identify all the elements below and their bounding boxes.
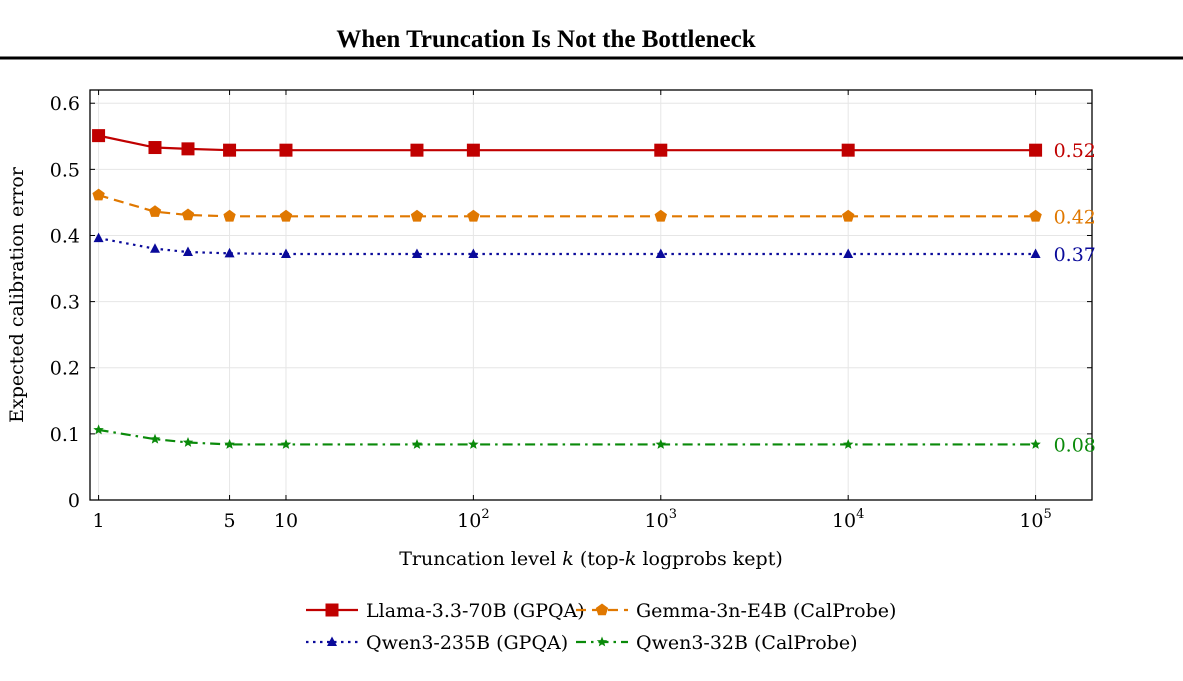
data-point: [655, 439, 666, 449]
data-point: [280, 248, 291, 258]
y-tick-label: 0.2: [50, 358, 80, 380]
chart-title: When Truncation Is Not the Bottleneck: [336, 26, 755, 53]
end-value-label: 0.52: [1054, 140, 1096, 162]
legend-swatch-marker: [325, 603, 339, 617]
data-point: [1030, 439, 1041, 449]
y-tick-label: 0.3: [50, 292, 80, 314]
series-line: [98, 134, 1036, 152]
data-point: [149, 433, 161, 444]
series-line: [98, 428, 1036, 446]
data-point: [843, 439, 854, 449]
data-point: [411, 248, 422, 258]
legend-item: Gemma-3n-E4B (CalProbe): [576, 600, 896, 622]
x-tick-label: 105: [1019, 507, 1051, 532]
legend-swatch-marker: [596, 636, 608, 647]
y-axis-label: Expected calibration error: [6, 166, 28, 423]
x-tick-label: 103: [645, 507, 677, 532]
data-point: [92, 188, 105, 201]
y-tick-label: 0: [68, 490, 80, 512]
data-point: [466, 143, 480, 157]
data-point: [279, 143, 293, 157]
data-point: [1030, 248, 1041, 258]
data-point: [148, 205, 162, 217]
plot-area: 1 5 10 102 103 104 105 0 0.1 0.2 0.3 0.4 0.5 0.6 Trunc…: [6, 89, 1096, 654]
x-axis-label: Truncation level k (top-k logprobs kept): [399, 548, 783, 570]
series-3: 0.08: [93, 424, 1096, 456]
data-point: [181, 142, 195, 156]
legend-item: Qwen3-32B (CalProbe): [576, 632, 858, 654]
data-point: [842, 209, 855, 222]
data-point: [654, 143, 668, 157]
x-tick-label: 5: [224, 510, 236, 532]
legend-label: Qwen3-235B (GPQA): [366, 632, 568, 654]
end-value-label: 0.08: [1054, 434, 1096, 456]
y-tick-label: 0.5: [50, 159, 80, 181]
x-tick-label: 102: [457, 507, 489, 532]
data-point: [841, 143, 855, 157]
x-tick-label: 104: [832, 507, 864, 532]
data-point: [843, 248, 854, 258]
data-point: [468, 439, 479, 449]
data-point: [410, 209, 424, 222]
legend-item: Llama-3.3-70B (GPQA): [306, 600, 585, 622]
x-tick-label: 1: [93, 510, 105, 532]
data-point: [280, 439, 292, 449]
series-line: [98, 237, 1036, 256]
x-tick-label: 10: [274, 510, 298, 532]
legend-swatch-marker: [595, 603, 609, 616]
series-line: [98, 194, 1036, 218]
data-point: [181, 208, 195, 221]
data-point: [148, 141, 162, 155]
data-point: [1029, 209, 1042, 222]
data-point: [92, 129, 106, 143]
plot-frame: [89, 89, 1093, 501]
data-point: [224, 439, 235, 449]
series-0: 0.52: [92, 129, 1096, 162]
data-point: [654, 209, 667, 222]
data-point: [149, 243, 160, 253]
data-point: [410, 143, 424, 157]
data-point: [93, 232, 104, 243]
data-point: [279, 209, 293, 222]
legend: Llama-3.3-70B (GPQA) Gemma-3n-E4B (CalPro…: [306, 600, 896, 654]
end-value-label: 0.42: [1054, 206, 1096, 228]
y-tick-label: 0.1: [50, 424, 80, 446]
legend-swatch-marker: [327, 636, 337, 646]
legend-label: Gemma-3n-E4B (CalProbe): [636, 600, 896, 622]
data-point: [93, 424, 104, 435]
y-tick-label: 0.4: [50, 225, 80, 247]
data-point: [223, 143, 237, 157]
end-value-label: 0.37: [1054, 244, 1096, 266]
series-2: 0.37: [93, 232, 1096, 266]
legend-label: Llama-3.3-70B (GPQA): [366, 600, 585, 622]
data-point: [182, 437, 194, 447]
legend-label: Qwen3-32B (CalProbe): [636, 632, 858, 654]
legend-item: Qwen3-235B (GPQA): [306, 632, 568, 654]
data-point: [1029, 143, 1043, 157]
data-point: [468, 248, 479, 258]
data-point: [224, 247, 235, 258]
series-1: 0.42: [92, 188, 1096, 228]
data-point: [223, 209, 236, 222]
y-tick-label: 0.6: [50, 93, 80, 115]
data-point: [467, 209, 480, 222]
data-point: [182, 246, 193, 257]
data-point: [411, 439, 423, 449]
data-point: [655, 248, 666, 258]
